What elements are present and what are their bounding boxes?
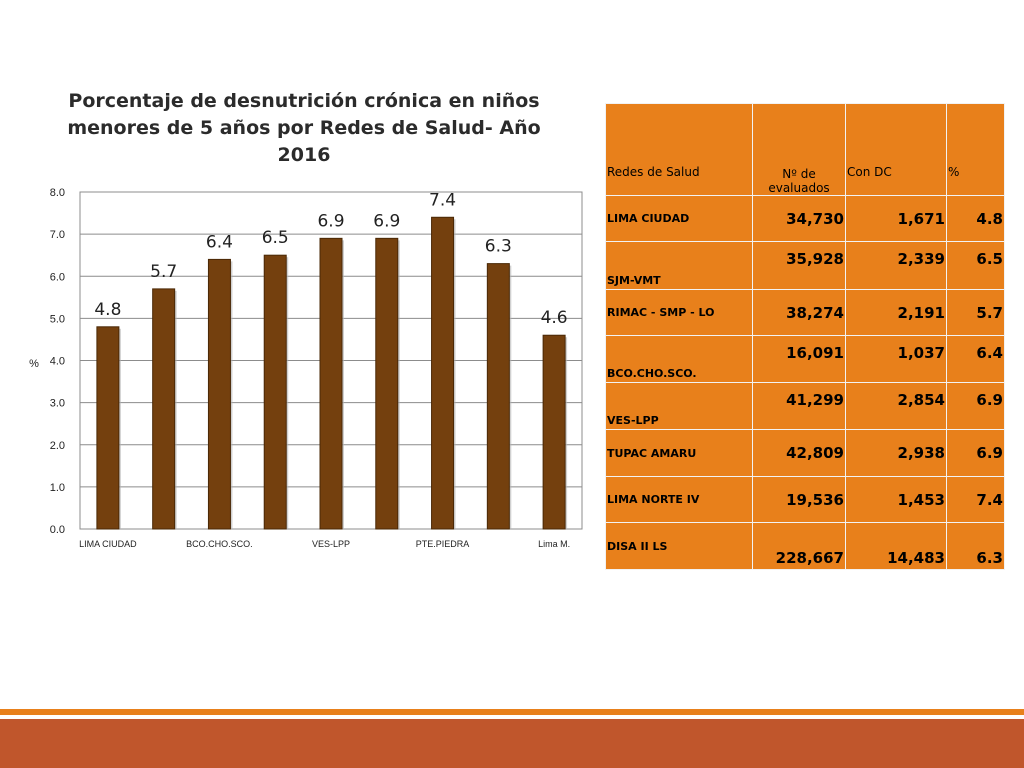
y-tick-label: 5.0 bbox=[50, 313, 65, 325]
x-tick-label: PTE.PIEDRA bbox=[416, 539, 470, 549]
data-label: 7.4 bbox=[429, 190, 456, 210]
x-tick-label: LIMA CIUDAD bbox=[79, 539, 137, 549]
table-cell-evaluados: 228,667 bbox=[752, 522, 846, 570]
table-cell-evaluados: 41,299 bbox=[752, 382, 846, 430]
y-axis-label: % bbox=[29, 358, 39, 370]
y-tick-label: 1.0 bbox=[50, 482, 65, 494]
table-cell-evaluados: 35,928 bbox=[752, 241, 846, 290]
chart-title-line: menores de 5 años por Redes de Salud- Añ… bbox=[67, 117, 541, 139]
table-cell-pct: 6.4 bbox=[946, 335, 1005, 383]
table-cell-con-dc: 1,037 bbox=[845, 335, 947, 383]
footer-band bbox=[0, 719, 1024, 768]
table-cell-name: BCO.CHO.SCO. bbox=[605, 335, 753, 383]
table-cell-con-dc: 2,191 bbox=[845, 289, 947, 336]
table-cell-pct: 6.9 bbox=[946, 382, 1005, 430]
table-cell-evaluados: 34,730 bbox=[752, 195, 846, 242]
data-label: 6.5 bbox=[262, 228, 289, 248]
table-cell-con-dc: 1,453 bbox=[845, 476, 947, 523]
table-header-cell: Nº de evaluados bbox=[752, 103, 846, 196]
table-cell-evaluados: 38,274 bbox=[752, 289, 846, 336]
table-cell-pct: 6.5 bbox=[946, 241, 1005, 290]
table-cell-name: LIMA NORTE IV bbox=[605, 476, 753, 523]
table-cell-con-dc: 2,854 bbox=[845, 382, 947, 430]
table-row: LIMA CIUDAD 34,730 1,671 4.8 bbox=[605, 195, 1005, 242]
table-cell-name: LIMA CIUDAD bbox=[605, 195, 753, 242]
y-tick-label: 2.0 bbox=[50, 440, 65, 452]
table-cell-pct: 6.3 bbox=[946, 522, 1005, 570]
table-cell-con-dc: 2,339 bbox=[845, 241, 947, 290]
bar bbox=[96, 326, 120, 530]
table-cell-name: VES-LPP bbox=[605, 382, 753, 430]
table-cell-name: SJM-VMT bbox=[605, 241, 753, 290]
footer-accent-line bbox=[0, 709, 1024, 715]
data-label: 4.8 bbox=[94, 300, 121, 320]
table-cell-con-dc: 1,671 bbox=[845, 195, 947, 242]
table-cell-pct: 4.8 bbox=[946, 195, 1005, 242]
bar bbox=[431, 216, 455, 530]
y-tick-label: 0.0 bbox=[50, 524, 65, 536]
x-tick-label: VES-LPP bbox=[312, 539, 350, 549]
table-row: DISA II LS 228,667 14,483 6.3 bbox=[605, 522, 1005, 570]
chart-title-line: Porcentaje de desnutrición crónica en ni… bbox=[68, 90, 540, 112]
bar bbox=[542, 334, 566, 530]
bar bbox=[152, 288, 176, 530]
data-label: 6.9 bbox=[317, 211, 344, 231]
table-cell-name: DISA II LS bbox=[605, 522, 753, 570]
table-cell-pct: 5.7 bbox=[946, 289, 1005, 336]
chart-title-line: 2016 bbox=[277, 144, 331, 166]
table-row: VES-LPP 41,299 2,854 6.9 bbox=[605, 382, 1005, 430]
data-table: Redes de Salud Nº de evaluados Con DC% LIMA… bbox=[605, 103, 1005, 570]
table-row: LIMA NORTE IV 19,536 1,453 7.4 bbox=[605, 476, 1005, 523]
data-label: 6.9 bbox=[373, 211, 400, 231]
table-cell-name: TUPAC AMARU bbox=[605, 429, 753, 477]
y-tick-label: 7.0 bbox=[50, 229, 65, 241]
bar bbox=[263, 254, 287, 530]
data-label: 6.3 bbox=[485, 237, 512, 257]
table-cell-pct: 6.9 bbox=[946, 429, 1005, 477]
table-cell-name: RIMAC - SMP - LO bbox=[605, 289, 753, 336]
table-cell-evaluados: 16,091 bbox=[752, 335, 846, 383]
bar-chart: 0.0 1.0 2.0 3.0 4.0 5.0 6.0 7.0 8.0% 4.8 LIMA CIUD… bbox=[29, 187, 583, 549]
data-label: 5.7 bbox=[150, 262, 177, 282]
data-label: 4.6 bbox=[541, 308, 568, 328]
table-cell-evaluados: 42,809 bbox=[752, 429, 846, 477]
table-cell-evaluados: 19,536 bbox=[752, 476, 846, 523]
y-tick-label: 3.0 bbox=[50, 398, 65, 410]
table-row: SJM-VMT 35,928 2,339 6.5 bbox=[605, 241, 1005, 290]
x-tick-label: BCO.CHO.SCO. bbox=[186, 539, 253, 549]
table-row: TUPAC AMARU 42,809 2,938 6.9 bbox=[605, 429, 1005, 477]
chart-title: Porcentaje de desnutrición crónica en ni… bbox=[60, 88, 548, 169]
table-cell-con-dc: 14,483 bbox=[845, 522, 947, 570]
bar bbox=[375, 237, 399, 530]
table-header-row: Redes de Salud Nº de evaluados Con DC% bbox=[605, 103, 1005, 196]
y-tick-label: 4.0 bbox=[50, 356, 65, 368]
table-header-cell: Redes de Salud bbox=[605, 103, 753, 196]
y-tick-label: 8.0 bbox=[50, 187, 65, 199]
x-tick-label: Lima M. bbox=[538, 539, 570, 549]
data-label: 6.4 bbox=[206, 232, 233, 252]
y-tick-label: 6.0 bbox=[50, 271, 65, 283]
table-row: BCO.CHO.SCO. 16,091 1,037 6.4 bbox=[605, 335, 1005, 383]
bar bbox=[486, 263, 510, 530]
table-row: RIMAC - SMP - LO 38,274 2,191 5.7 bbox=[605, 289, 1005, 336]
table-header-cell: % bbox=[946, 103, 1005, 196]
bar bbox=[319, 237, 343, 530]
table-header-cell: Con DC bbox=[845, 103, 947, 196]
table-cell-con-dc: 2,938 bbox=[845, 429, 947, 477]
bar bbox=[207, 258, 231, 530]
table-cell-pct: 7.4 bbox=[946, 476, 1005, 523]
